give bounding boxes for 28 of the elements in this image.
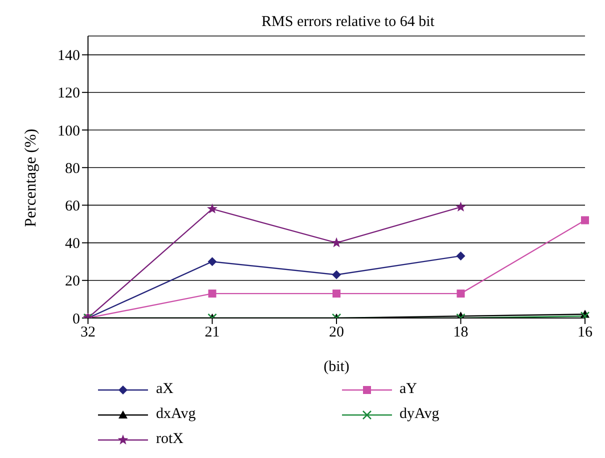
point — [208, 257, 217, 266]
y-tick-label: 20 — [65, 274, 80, 290]
x-tick-label: 18 — [453, 324, 468, 341]
y-tick-label: 40 — [65, 236, 80, 252]
point — [331, 237, 342, 248]
legend-label: dxAvg — [156, 406, 196, 423]
legend-label: dyAvg — [400, 406, 440, 423]
y-tick-label: 80 — [65, 160, 80, 177]
y-tick-label: 140 — [58, 48, 80, 64]
point — [332, 270, 341, 280]
y-tick-label: 120 — [58, 86, 80, 102]
chart-title: RMS errors relative to 64 bit — [262, 14, 436, 30]
x-axis-title: (bit) — [324, 359, 350, 375]
x-tick-label: 16 — [578, 324, 593, 341]
y-tick-label: 60 — [65, 198, 80, 215]
legend-label: aX — [156, 381, 174, 398]
y-tick-label: 0 — [72, 311, 80, 328]
x-tick-label: 32 — [80, 324, 96, 341]
x-tick-label: 20 — [329, 324, 344, 341]
point — [581, 216, 589, 224]
legend-label: aY — [400, 381, 417, 398]
legend-label: rotX — [156, 431, 184, 448]
point — [456, 202, 466, 212]
y-axis-title: Percentage (%) — [22, 128, 40, 227]
point — [207, 203, 218, 214]
point — [456, 251, 466, 260]
x-tick-label: 21 — [204, 324, 220, 341]
y-tick-label: 100 — [58, 123, 80, 140]
